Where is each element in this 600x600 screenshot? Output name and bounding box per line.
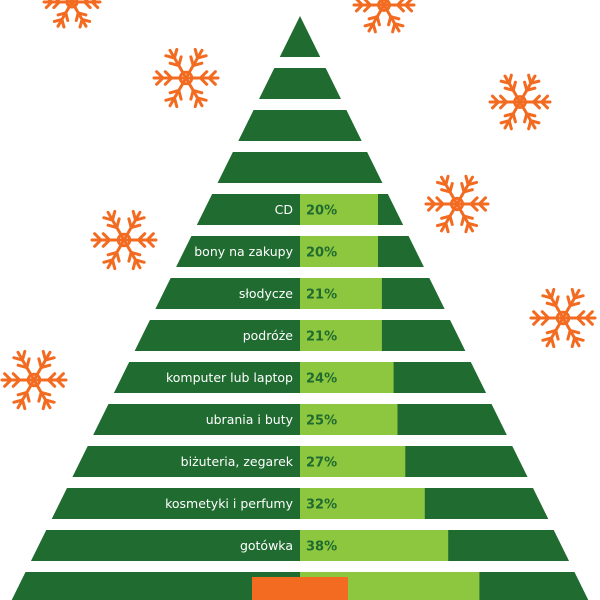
snowflake-icon [424,174,490,234]
value-label-kosmetyki-i-perfumy: 32% [306,498,337,513]
category-label-slodycze: słodycze [239,286,293,301]
bar-podroze [300,320,382,351]
tree-top [279,16,321,57]
snowflake-icon [42,0,102,29]
snowflakes [0,0,597,411]
tree-trunk [252,577,348,600]
bar-kosmetyki-i-perfumy [300,488,425,519]
category-label-podroze: podróże [243,328,294,343]
category-label-ubrania-i-buty: ubrania i buty [206,412,294,427]
category-label-gotowka: gotówka [240,538,293,553]
tree-tier [217,152,383,183]
snowflake-icon [488,73,552,131]
value-label-ubrania-i-buty: 25% [306,414,337,429]
value-label-slodycze: 21% [306,288,337,303]
value-label-podroze: 21% [306,330,337,345]
category-label-komputer-lub-laptop: komputer lub laptop [166,370,293,385]
category-label-kosmetyki-i-perfumy: kosmetyki i perfumy [165,496,294,511]
category-label-cd: CD [275,202,293,217]
tree-tier [259,68,341,99]
value-label-gotowka: 38% [306,540,337,555]
value-label-komputer-lub-laptop: 24% [306,372,337,387]
tree-tier [30,530,570,561]
tree-tiers: CD 20% bony na zakupy 20% słodycze 21% podróże… [11,16,589,600]
category-label-bony-na-zakupy: bony na zakupy [194,244,293,259]
value-label-bizuteria-zegarek: 27% [306,456,337,471]
bar-gotowka [300,530,449,561]
snowflake-icon [529,287,597,349]
snowflake-icon [90,209,158,271]
bar-bizuteria-zegarek [300,446,406,477]
value-label-bony-na-zakupy: 20% [306,246,337,261]
bar-ubrania-i-buty [300,404,398,435]
category-label-bizuteria-zegarek: biżuteria, zegarek [181,454,294,469]
snowflake-icon [152,47,220,109]
bar-bony-na-zakupy [300,236,378,267]
value-label-cd: 20% [306,204,337,219]
bar-cd [300,194,378,225]
bar-komputer-lub-laptop [300,362,394,393]
snowflake-icon [0,349,68,411]
tree-tier [238,110,362,141]
snowflake-icon [352,0,416,34]
bar-slodycze [300,278,382,309]
